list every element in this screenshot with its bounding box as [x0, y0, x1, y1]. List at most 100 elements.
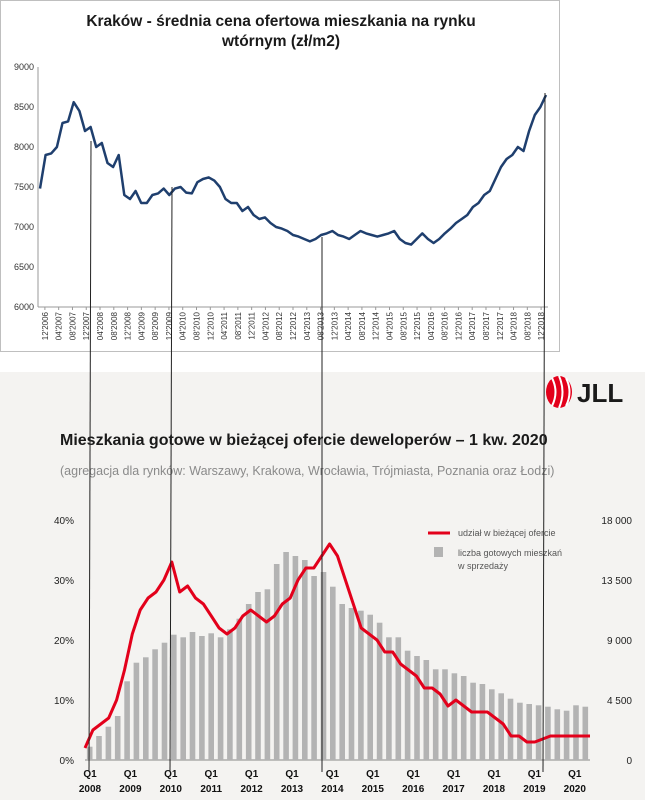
- bottom-y-right-tick-label: 18 000: [601, 516, 632, 527]
- top-x-tick-label: 12'2011: [248, 311, 257, 339]
- bottom-x-year-label: 2016: [402, 784, 425, 795]
- ready-flats-bar: [171, 634, 177, 760]
- top-x-tick-label: 04'2011: [220, 311, 229, 339]
- ready-flats-bar: [386, 637, 392, 760]
- ready-flats-bar: [526, 704, 532, 760]
- top-x-tick-label: 12'2017: [496, 311, 505, 340]
- bottom-x-quarter-label: Q1: [447, 769, 461, 780]
- bottom-x-year-label: 2018: [483, 784, 506, 795]
- bottom-x-quarter-label: Q1: [205, 769, 219, 780]
- top-x-tick-label: 08'2013: [317, 311, 326, 340]
- top-x-tick-label: 04'2018: [510, 311, 519, 340]
- ready-flats-bar: [507, 698, 514, 760]
- bottom-x-year-label: 2014: [321, 784, 344, 795]
- bottom-x-quarter-label: Q1: [245, 769, 259, 780]
- top-x-tick-label: 08'2010: [193, 311, 202, 340]
- top-x-tick-label: 04'2007: [55, 311, 64, 340]
- top-x-tick-label: 08'2012: [275, 311, 284, 340]
- ready-flats-bar: [124, 681, 130, 760]
- ready-flats-bar: [311, 576, 317, 760]
- bottom-y-left-tick-label: 40%: [54, 516, 74, 527]
- bottom-y-right-tick-label: 13 500: [601, 576, 632, 587]
- legend-share-label: udział w bieżącej ofercie: [458, 528, 556, 538]
- ready-flats-bar: [245, 604, 252, 760]
- top-y-tick-label: 8000: [14, 142, 34, 152]
- legend-bars-swatch: [434, 547, 443, 557]
- top-chart-panel: Kraków - średnia cena ofertowa mieszkani…: [0, 0, 560, 352]
- ready-flats-bar: [498, 693, 504, 760]
- bottom-x-year-label: 2020: [564, 784, 587, 795]
- top-x-tick-label: 12'2014: [372, 311, 381, 340]
- bottom-y-left-tick-label: 10%: [54, 696, 74, 707]
- ready-flats-bar: [367, 614, 373, 760]
- bottom-x-year-label: 2013: [281, 784, 304, 795]
- ready-flats-bar: [404, 650, 411, 760]
- top-x-tick-label: 08'2011: [234, 311, 243, 339]
- ready-flats-bar: [358, 610, 364, 760]
- ready-flats-bar: [292, 556, 299, 760]
- ready-flats-bar: [199, 636, 205, 760]
- bottom-x-year-label: 2008: [79, 784, 102, 795]
- top-x-tick-label: 12'2007: [82, 311, 91, 340]
- ready-flats-bar: [152, 649, 158, 760]
- bottom-x-quarter-label: Q1: [487, 769, 501, 780]
- bottom-chart-subtitle: (agregacja dla rynków: Warszawy, Krakowa…: [60, 464, 555, 478]
- connector-line: [542, 92, 546, 773]
- bottom-x-quarter-label: Q1: [285, 769, 299, 780]
- top-y-tick-label: 6000: [14, 302, 34, 312]
- ready-flats-bar: [283, 552, 289, 760]
- bottom-x-year-label: 2009: [119, 784, 142, 795]
- top-x-tick-label: 04'2010: [179, 311, 188, 340]
- legend-bars-label-line2: w sprzedaży: [457, 561, 509, 571]
- ready-flats-bar: [460, 676, 467, 760]
- top-x-tick-label: 08'2016: [441, 311, 450, 340]
- connector-line: [88, 140, 92, 773]
- top-x-tick-label: 12'2013: [330, 311, 339, 340]
- top-x-tick-label: 08'2007: [68, 311, 77, 340]
- top-x-tick-label: 04'2008: [96, 311, 105, 340]
- bottom-x-quarter-label: Q1: [124, 769, 138, 780]
- top-y-tick-label: 9000: [14, 62, 34, 72]
- bottom-x-year-label: 2015: [362, 784, 385, 795]
- ready-flats-bar: [489, 689, 495, 760]
- ready-flats-bar: [348, 608, 355, 760]
- bottom-x-quarter-label: Q1: [407, 769, 421, 780]
- ready-flats-bar: [517, 702, 523, 760]
- ready-flats-bar: [339, 604, 345, 760]
- ready-flats-bar: [442, 669, 448, 760]
- bottom-y-left-tick-label: 20%: [54, 636, 74, 647]
- top-x-tick-label: 04'2014: [344, 311, 353, 340]
- top-chart-title-line2: wtórnym (zł/m2): [222, 33, 340, 50]
- top-x-tick-label: 04'2012: [261, 311, 270, 340]
- jll-logo: JLL: [546, 375, 623, 409]
- bottom-x-year-label: 2019: [523, 784, 546, 795]
- bottom-x-quarter-label: Q1: [164, 769, 178, 780]
- ready-flats-bar: [133, 662, 140, 760]
- ready-flats-bar: [273, 564, 280, 760]
- top-chart-title: Kraków - średnia cena ofertowa mieszkani…: [86, 13, 476, 30]
- top-x-tick-label: 04'2017: [468, 311, 477, 340]
- top-x-tick-label: 04'2016: [427, 311, 436, 340]
- ready-flats-bar: [161, 642, 168, 760]
- top-y-tick-label: 7500: [14, 182, 34, 192]
- bottom-x-quarter-label: Q1: [326, 769, 340, 780]
- top-x-tick-label: 08'2008: [110, 311, 119, 340]
- bottom-y-left-tick-label: 0%: [60, 756, 75, 767]
- top-x-tick-label: 08'2015: [399, 311, 408, 340]
- ready-flats-bar: [114, 716, 121, 760]
- ready-flats-bar: [582, 706, 589, 760]
- ready-flats-bar: [320, 572, 327, 760]
- bottom-y-left-tick-label: 30%: [54, 576, 74, 587]
- top-x-tick-label: 12'2010: [206, 311, 215, 340]
- top-y-tick-label: 8500: [14, 102, 34, 112]
- bottom-y-right-tick-label: 4 500: [607, 696, 632, 707]
- top-x-tick-label: 08'2018: [523, 311, 532, 340]
- ready-flats-bar: [376, 622, 383, 760]
- ready-flats-bar: [255, 592, 261, 760]
- bottom-x-quarter-label: Q1: [568, 769, 582, 780]
- bottom-x-year-label: 2012: [240, 784, 263, 795]
- ready-flats-bar: [479, 684, 486, 760]
- connector-lines: [88, 92, 546, 773]
- top-x-tick-label: 04'2013: [303, 311, 312, 340]
